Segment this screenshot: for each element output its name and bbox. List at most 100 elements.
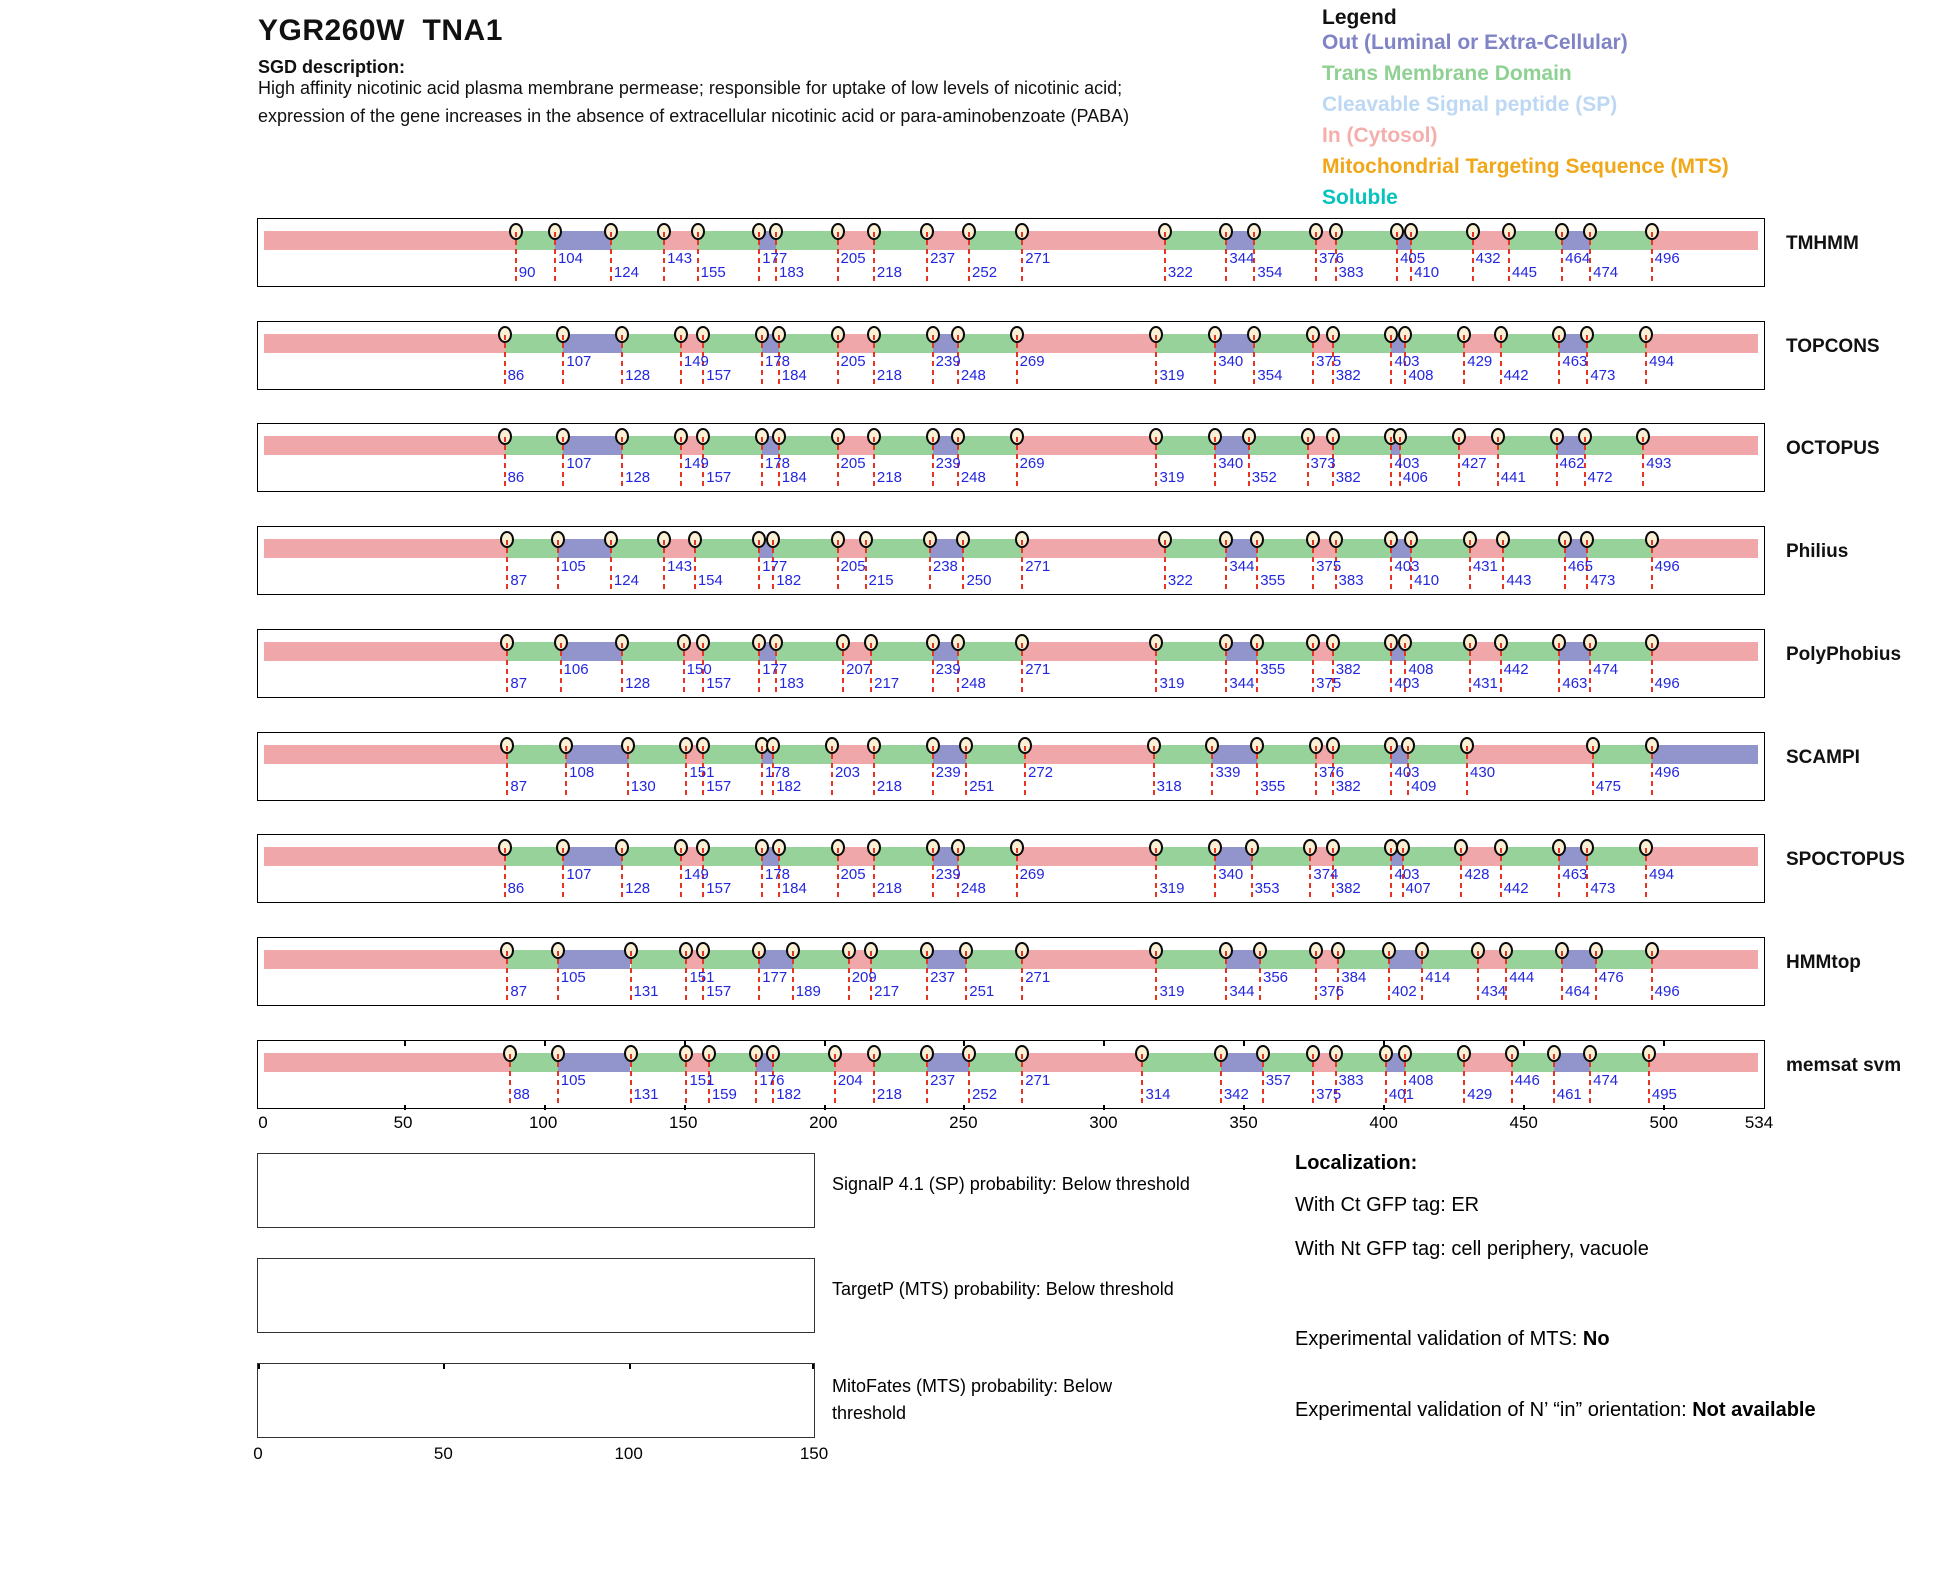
region-segment-o	[1651, 745, 1758, 764]
boundary-line	[1396, 240, 1399, 284]
boundary-label: 427	[1461, 455, 1487, 472]
region-segment-i	[1464, 334, 1501, 353]
region-segment-o	[1553, 1053, 1591, 1072]
boundary-marker-icon	[1580, 326, 1595, 343]
boundary-line	[1586, 343, 1589, 387]
boundary-marker-icon	[864, 942, 879, 959]
boundary-marker-icon	[866, 428, 881, 445]
boundary-label: 217	[874, 983, 900, 1000]
boundary-marker-icon	[690, 223, 705, 240]
boundary-marker-icon	[1496, 531, 1511, 548]
boundary-label: 409	[1411, 778, 1437, 795]
boundary-line	[1256, 754, 1259, 798]
region-segment-m	[1254, 334, 1314, 353]
boundary-marker-icon	[925, 326, 940, 343]
boundary-marker-icon	[1493, 839, 1508, 856]
boundary-line	[663, 240, 666, 284]
boundary-label: 314	[1145, 1086, 1171, 1103]
boundary-label: 87	[510, 983, 528, 1000]
boundary-label: 251	[969, 983, 995, 1000]
mts-validation-line: Experimental validation of MTS: No	[1295, 1326, 1915, 1352]
region-segment-m	[778, 334, 838, 353]
boundary-marker-icon	[1636, 428, 1651, 445]
boundary-marker-icon	[1015, 942, 1030, 959]
boundary-marker-icon	[1585, 737, 1600, 754]
boundary-label: 403	[1394, 455, 1420, 472]
boundary-line	[777, 856, 780, 900]
boundary-line	[693, 548, 696, 592]
boundary-label: 218	[876, 264, 902, 281]
boundary-marker-icon	[1499, 942, 1514, 959]
region-segment-o	[563, 334, 623, 353]
boundary-label: 154	[697, 572, 723, 589]
boundary-marker-icon	[959, 942, 974, 959]
boundary-label: 105	[560, 1072, 586, 1089]
boundary-label: 406	[1402, 469, 1428, 486]
region-segment-m	[630, 950, 687, 969]
region-segment-o	[1562, 950, 1596, 969]
boundary-line	[931, 343, 934, 387]
boundary-label: 143	[667, 558, 693, 575]
boundary-marker-icon	[550, 531, 565, 548]
boundary-line	[1468, 548, 1471, 592]
boundary-marker-icon	[1208, 428, 1223, 445]
boundary-marker-icon	[1331, 942, 1346, 959]
boundary-label: 405	[1400, 250, 1426, 267]
boundary-line	[553, 240, 556, 284]
boundary-label: 340	[1218, 455, 1244, 472]
boundary-label: 205	[840, 558, 866, 575]
boundary-marker-icon	[696, 634, 711, 651]
boundary-line	[1312, 548, 1315, 592]
axis-tick	[1383, 1041, 1386, 1046]
region-segment-m	[1590, 642, 1652, 661]
boundary-marker-icon	[1583, 634, 1598, 651]
boundary-marker-icon	[1149, 326, 1164, 343]
boundary-marker-icon	[1325, 326, 1340, 343]
boundary-label: 248	[960, 367, 986, 384]
boundary-marker-icon	[696, 942, 711, 959]
boundary-label: 182	[776, 1086, 802, 1103]
region-segment-m	[703, 436, 762, 455]
boundary-label: 252	[972, 1086, 998, 1103]
boundary-line	[1312, 1062, 1315, 1106]
region-segment-i	[264, 847, 505, 866]
boundary-line	[679, 445, 682, 489]
boundary-marker-icon	[1244, 839, 1259, 856]
boundary-line	[1214, 445, 1217, 489]
boundary-label: 184	[781, 469, 807, 486]
boundary-line	[626, 754, 629, 798]
boundary-label: 355	[1260, 661, 1286, 678]
region-segment-o	[927, 1053, 970, 1072]
boundary-marker-icon	[550, 942, 565, 959]
boundary-marker-icon	[1415, 942, 1430, 959]
boundary-marker-icon	[766, 531, 781, 548]
boundary-marker-icon	[858, 531, 873, 548]
boundary-label: 151	[689, 1072, 715, 1089]
region-segment-m	[708, 1053, 757, 1072]
boundary-line	[842, 651, 845, 695]
axis-tick	[1243, 1041, 1246, 1046]
boundary-label: 271	[1025, 250, 1051, 267]
boundary-line	[1594, 959, 1597, 1003]
track-hmmtop: 87 105 131 151 157 177 189 209 217 237 251 271 319 34…	[257, 937, 1765, 1006]
region-segment-m	[873, 847, 933, 866]
region-segment-i	[1022, 950, 1157, 969]
boundary-line	[702, 959, 705, 1003]
boundary-line	[926, 1062, 929, 1106]
boundary-marker-icon	[950, 634, 965, 651]
region-segment-i	[1016, 847, 1157, 866]
region-segment-m	[873, 1053, 928, 1072]
region-segment-o	[560, 642, 623, 661]
boundary-marker-icon	[752, 531, 767, 548]
boundary-marker-icon	[1328, 1045, 1343, 1062]
boundary-line	[1225, 548, 1228, 592]
boundary-label: 472	[1587, 469, 1613, 486]
boundary-label: 157	[706, 880, 732, 897]
boundary-label: 87	[510, 572, 528, 589]
boundary-marker-icon	[1462, 531, 1477, 548]
boundary-marker-icon	[1250, 737, 1265, 754]
boundary-marker-icon	[1583, 1045, 1598, 1062]
boundary-line	[682, 651, 685, 695]
boundary-marker-icon	[1149, 839, 1164, 856]
boundary-label: 383	[1338, 1072, 1364, 1089]
